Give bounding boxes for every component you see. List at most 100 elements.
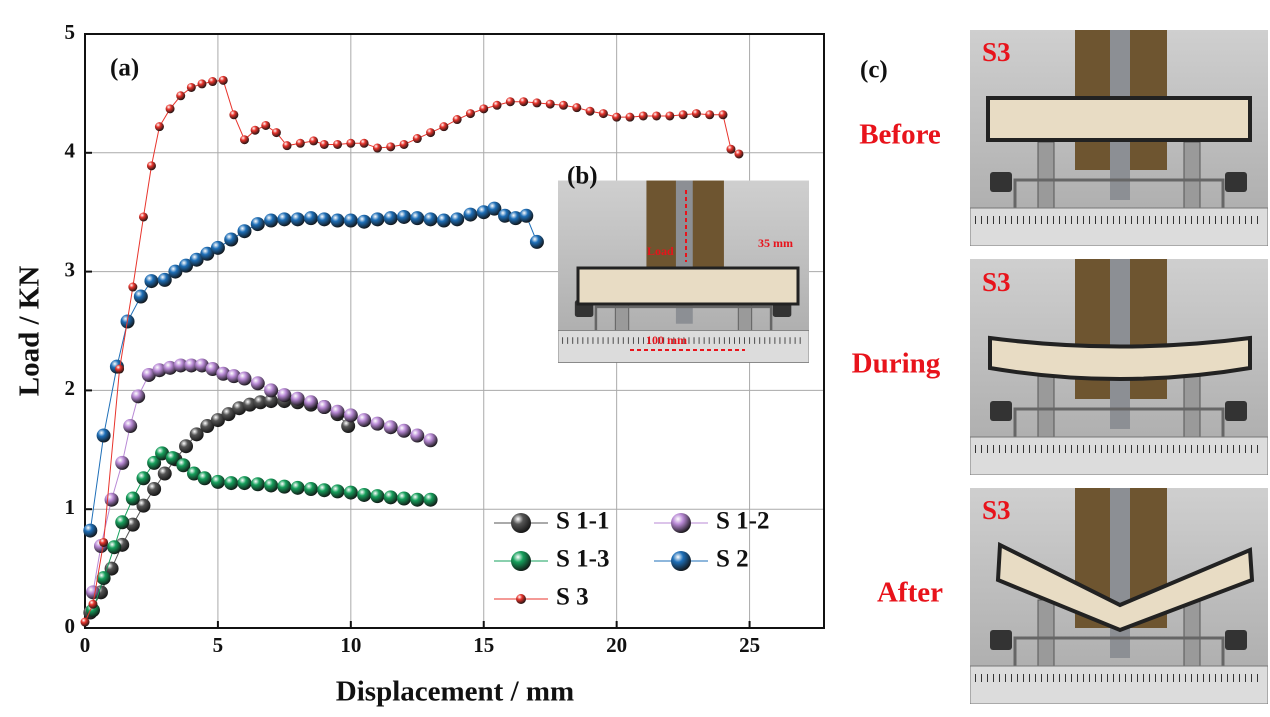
data-point [205, 362, 220, 377]
data-point [370, 212, 385, 227]
data-point [125, 491, 140, 506]
x-tick-label: 25 [739, 633, 760, 657]
data-point [229, 110, 239, 120]
data-point [638, 111, 648, 121]
data-point [165, 104, 175, 114]
legend-label: S 1-2 [716, 508, 769, 535]
legend-marker [671, 513, 691, 533]
data-point [290, 480, 305, 495]
data-point [330, 484, 345, 499]
y-tick-label: 4 [65, 139, 76, 163]
data-point [426, 128, 436, 138]
data-point [341, 419, 356, 434]
data-point [168, 264, 183, 279]
x-tick-label: 5 [213, 633, 224, 657]
data-point [357, 487, 372, 502]
data-point [218, 75, 228, 85]
data-point [343, 213, 358, 228]
data-point [173, 358, 188, 373]
data-point [410, 428, 425, 443]
photo-during [970, 259, 1268, 475]
legend-label: S 2 [716, 546, 749, 573]
data-point [545, 99, 555, 109]
data-point [439, 122, 449, 132]
legend-label: S 3 [556, 584, 589, 611]
photo-caption: During [852, 348, 941, 380]
data-point [224, 476, 239, 491]
panel-label: (a) [110, 55, 139, 82]
data-point [264, 213, 279, 228]
photos-label: (c) [860, 57, 888, 84]
data-point [423, 212, 438, 227]
data-point [519, 97, 529, 107]
data-point [357, 413, 372, 428]
data-point [691, 109, 701, 119]
data-point [200, 419, 215, 434]
photo-tag: S3 [982, 495, 1011, 525]
data-point [184, 358, 199, 373]
data-point [678, 110, 688, 120]
data-point [264, 383, 279, 398]
data-point [210, 240, 225, 255]
data-point [277, 479, 292, 494]
legend-label: S 1-1 [556, 508, 609, 535]
data-point [115, 455, 130, 470]
data-point [652, 111, 662, 121]
data-point [271, 128, 281, 138]
data-point [726, 144, 736, 154]
data-point [80, 617, 90, 627]
data-point [197, 471, 212, 486]
legend-marker [671, 551, 691, 571]
x-tick-label: 0 [80, 633, 91, 657]
x-tick-label: 15 [473, 633, 494, 657]
data-point [136, 498, 151, 513]
photo-tag: S3 [982, 267, 1011, 297]
x-tick-label: 20 [606, 633, 627, 657]
plot-frame [84, 33, 825, 629]
data-point [317, 400, 332, 415]
data-point [200, 246, 215, 261]
data-point [131, 389, 146, 404]
y-tick-label: 5 [65, 20, 76, 44]
data-point [598, 109, 608, 119]
data-point [452, 115, 462, 125]
data-point [221, 407, 236, 422]
data-point [157, 466, 172, 481]
data-point [226, 369, 241, 384]
data-point [303, 482, 318, 497]
data-point [396, 209, 411, 224]
data-point [237, 476, 252, 491]
data-point [492, 100, 502, 110]
data-point [155, 446, 170, 461]
data-point [410, 211, 425, 226]
data-point [138, 212, 148, 222]
data-point [282, 141, 292, 151]
data-point [309, 136, 319, 146]
data-point [250, 217, 265, 232]
data-point [189, 427, 204, 442]
data-point [498, 208, 513, 223]
data-point [264, 478, 279, 493]
legend: S 1-1 S 1-2 S 1-3 S 2 S 3 [494, 508, 769, 611]
data-point [399, 139, 409, 149]
data-point [128, 282, 138, 292]
data-point [165, 451, 180, 466]
y-tick-label: 1 [65, 495, 76, 519]
data-point [147, 482, 162, 497]
data-point [290, 391, 305, 406]
data-point [179, 258, 194, 273]
legend-marker [511, 551, 531, 571]
data-point [317, 483, 332, 498]
data-point [612, 112, 622, 122]
data-point [330, 213, 345, 228]
data-point [383, 211, 398, 226]
data-point [303, 211, 318, 226]
data-point [532, 98, 542, 108]
data-point [194, 358, 209, 373]
x-tick-label: 10 [340, 633, 361, 657]
data-point [383, 490, 398, 505]
data-point [295, 138, 305, 148]
data-point [277, 388, 292, 403]
data-point [410, 492, 425, 507]
